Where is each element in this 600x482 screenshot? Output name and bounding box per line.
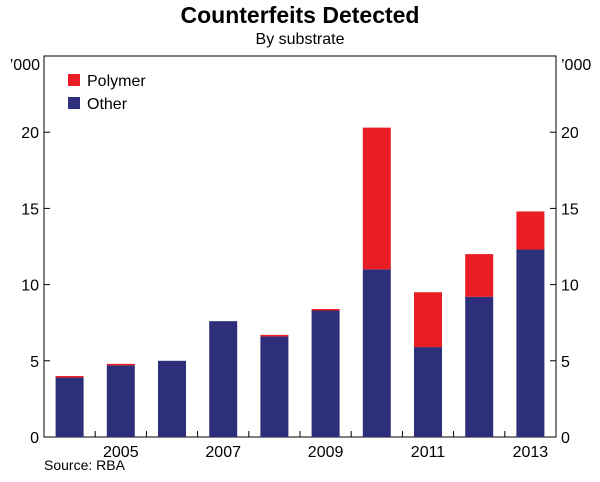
y-tick-label-right: 20 (561, 125, 579, 142)
legend: Polymer Other (68, 73, 146, 113)
y-unit-right: ’000 (561, 57, 591, 74)
bar-other-2004 (55, 377, 84, 437)
legend-label-polymer: Polymer (87, 73, 146, 90)
bar-other-2010 (362, 269, 391, 437)
y-ticks-left: 0 5 10 15 20 (21, 125, 50, 447)
y-tick-label-left: 0 (30, 430, 39, 447)
bar-other-2007 (209, 321, 238, 437)
bars (55, 127, 545, 437)
chart-subtitle: By substrate (255, 31, 345, 48)
bar-polymer-2004 (55, 376, 84, 378)
y-unit-left: ’000 (10, 57, 40, 74)
y-tick-label-right: 0 (561, 430, 570, 447)
y-tick-label-left: 15 (21, 201, 39, 218)
y-tick-label-left: 10 (21, 278, 39, 295)
x-ticks: 2005 2007 2009 2011 2013 (94, 431, 549, 461)
bar-other-2006 (158, 360, 186, 437)
bar-polymer-2010 (362, 127, 391, 270)
bar-polymer-2008 (260, 334, 289, 337)
legend-swatch-polymer (68, 74, 80, 86)
bar-polymer-2005 (106, 363, 135, 366)
bar-polymer-2011 (414, 292, 442, 348)
bar-polymer-2012 (465, 254, 494, 297)
bar-other-2005 (106, 365, 135, 437)
y-ticks-right: 0 5 10 15 20 (550, 125, 579, 447)
x-tick-label: 2007 (205, 444, 241, 461)
x-tick-label: 2011 (411, 444, 446, 461)
source-note: Source: RBA (44, 457, 125, 473)
y-tick-label-left: 5 (30, 354, 39, 371)
y-tick-label-right: 10 (561, 278, 579, 295)
bar-other-2013 (516, 249, 545, 437)
bar-other-2011 (414, 347, 442, 437)
bar-other-2008 (260, 336, 289, 437)
y-tick-label-right: 5 (561, 354, 570, 371)
y-tick-label-right: 15 (561, 201, 579, 218)
legend-swatch-other (68, 97, 80, 109)
bar-polymer-2013 (516, 211, 545, 250)
x-tick-label: 2013 (513, 444, 549, 461)
chart-title: Counterfeits Detected (180, 2, 420, 28)
legend-label-other: Other (87, 96, 128, 113)
bar-other-2012 (465, 296, 494, 437)
x-tick-label: 2005 (103, 444, 139, 461)
bar-polymer-2009 (311, 308, 340, 311)
x-tick-label: 2009 (308, 444, 344, 461)
y-tick-label-left: 20 (21, 125, 39, 142)
bar-other-2009 (311, 310, 340, 437)
